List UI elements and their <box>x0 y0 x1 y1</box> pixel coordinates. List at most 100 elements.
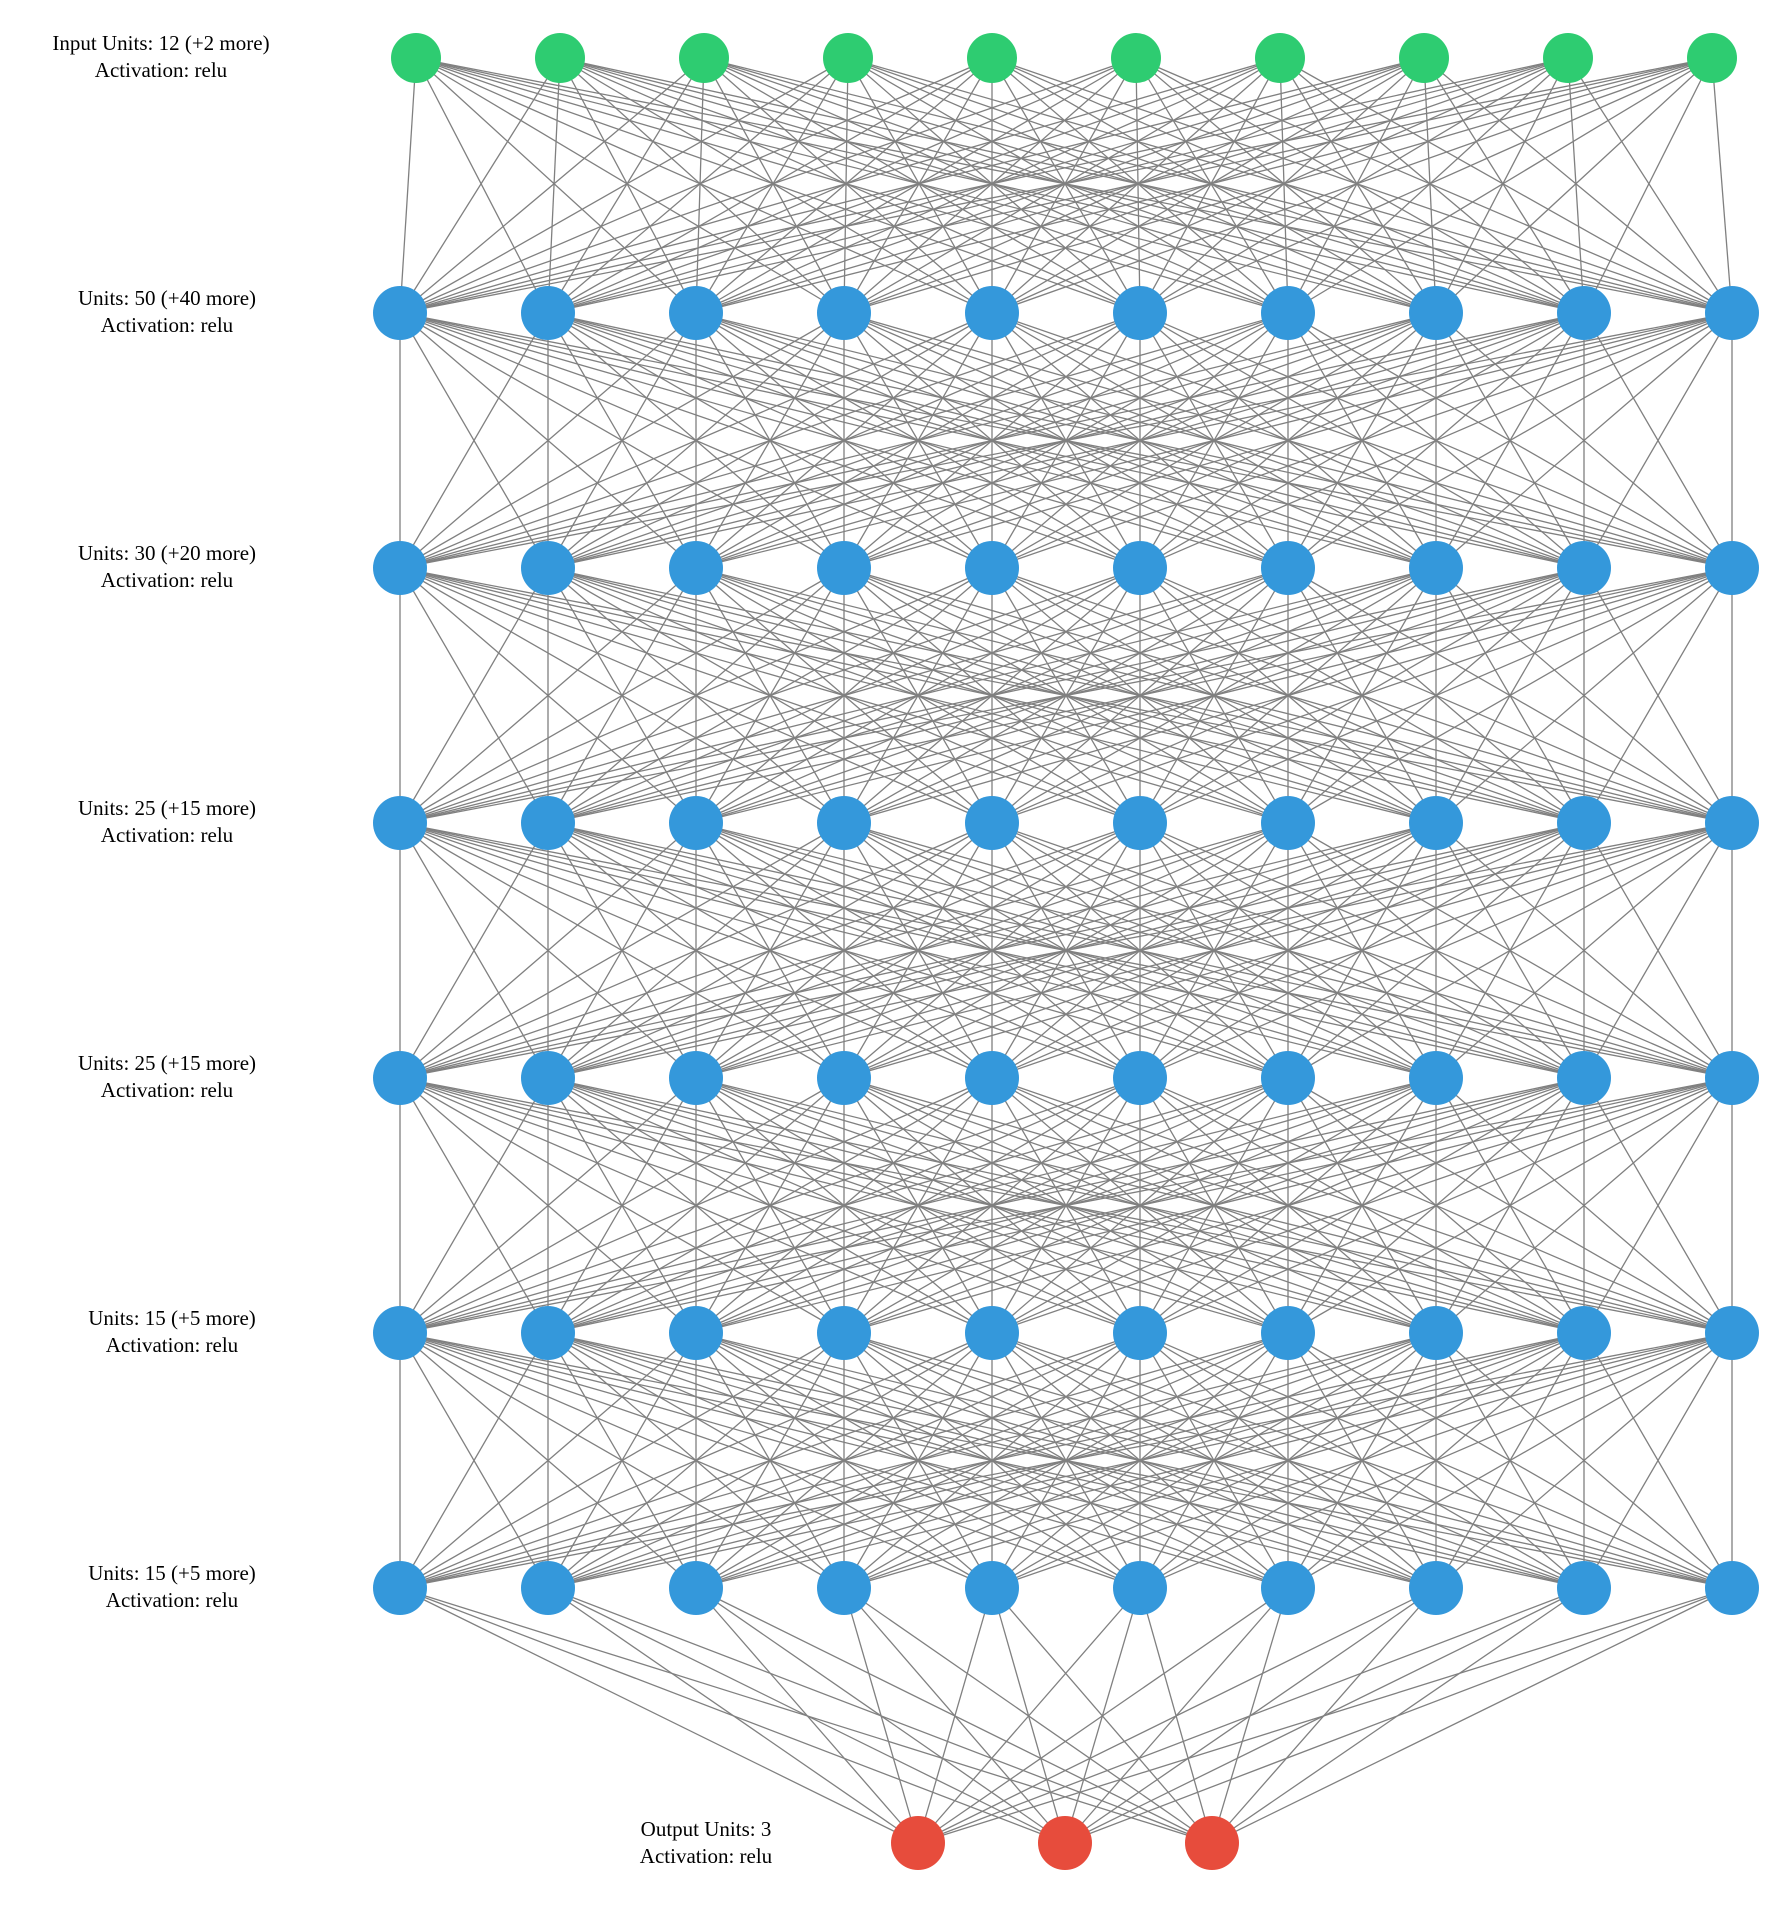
layer-activation-text: Activation: relu <box>639 1844 773 1868</box>
edge-l4-n8-to-n0 <box>399 1077 1585 1334</box>
hidden-node-layer3-9 <box>1705 796 1759 850</box>
hidden-node-layer2-7 <box>1409 541 1463 595</box>
hidden-node-layer2-0 <box>373 541 427 595</box>
edge-l3-n5-to-n0 <box>399 822 1141 1079</box>
edge-l2-n5-to-n0 <box>399 567 1141 824</box>
hidden-node-layer1-3 <box>817 286 871 340</box>
edge-l2-n9-to-n8 <box>1583 567 1733 824</box>
edge-l6-n7-to-n0 <box>917 1587 1437 1844</box>
edge-l0-n5-to-n4 <box>991 57 1137 314</box>
edge-l3-n8-to-n0 <box>399 822 1585 1079</box>
edge-l0-n0-to-n0 <box>399 57 417 314</box>
layer-activation-text: Activation: relu <box>100 568 234 592</box>
edge-l0-n9-to-n8 <box>1583 57 1713 314</box>
edge-l0-n5-to-n9 <box>1135 57 1733 314</box>
edge-l0-n5-to-n5 <box>1135 57 1141 314</box>
layer-units-text: Input Units: 12 (+2 more) <box>52 31 270 55</box>
edge-l0-n2-to-n1 <box>547 57 705 314</box>
hidden-node-layer6-2 <box>669 1561 723 1615</box>
edge-l5-n9-to-n1 <box>547 1332 1733 1589</box>
edge-l0-n9-to-n9 <box>1711 57 1733 314</box>
edge-l0-n6-to-n9 <box>1279 57 1733 314</box>
edge-l0-n0-to-n7 <box>415 57 1437 314</box>
edge-l2-n9-to-n1 <box>547 567 1733 824</box>
edge-l0-n5-to-n0 <box>399 57 1137 314</box>
edge-l2-n1-to-n0 <box>399 567 549 824</box>
edge-l3-n9-to-n1 <box>547 822 1733 1079</box>
edge-l0-n2-to-n7 <box>703 57 1437 314</box>
layer-label-input: Input Units: 12 (+2 more) Activation: re… <box>1 30 321 84</box>
hidden-node-layer5-5 <box>1113 1306 1167 1360</box>
edge-l2-n9-to-n7 <box>1435 567 1733 824</box>
edge-l0-n3-to-n7 <box>847 57 1437 314</box>
edge-l2-n6-to-n0 <box>399 567 1289 824</box>
edge-l4-n9-to-n2 <box>695 1077 1733 1334</box>
edge-l6-n2-to-n0 <box>695 1587 919 1844</box>
hidden-node-layer6-0 <box>373 1561 427 1615</box>
edge-l4-n6-to-n0 <box>399 1077 1289 1334</box>
edge-l5-n8-to-n0 <box>399 1332 1585 1589</box>
edge-l3-n7-to-n0 <box>399 822 1437 1079</box>
edge-l0-n6-to-n7 <box>1279 57 1437 314</box>
edge-l0-n1-to-n7 <box>559 57 1437 314</box>
layer-label-hidden-1: Units: 50 (+40 more) Activation: relu <box>7 285 327 339</box>
input-node-layer0-9 <box>1687 33 1737 83</box>
hidden-node-layer4-9 <box>1705 1051 1759 1105</box>
edge-l0-n5-to-n3 <box>843 57 1137 314</box>
neuron-nodes <box>373 33 1759 1870</box>
hidden-node-layer1-7 <box>1409 286 1463 340</box>
edge-l0-n1-to-n8 <box>559 57 1585 314</box>
layer-activation-text: Activation: relu <box>105 1333 239 1357</box>
edge-l0-n0-to-n5 <box>415 57 1141 314</box>
hidden-node-layer3-1 <box>521 796 575 850</box>
edge-l2-n9-to-n0 <box>399 567 1733 824</box>
edge-l0-n1-to-n4 <box>559 57 993 314</box>
edge-l0-n8-to-n0 <box>399 57 1569 314</box>
edge-l5-n9-to-n2 <box>695 1332 1733 1589</box>
edge-l0-n6-to-n5 <box>1139 57 1281 314</box>
edge-l1-n3-to-n0 <box>399 312 845 569</box>
edge-l3-n2-to-n0 <box>399 822 697 1079</box>
edge-l0-n4-to-n3 <box>843 57 993 314</box>
edge-l1-n4-to-n0 <box>399 312 993 569</box>
edge-l3-n9-to-n3 <box>843 822 1733 1079</box>
edge-l4-n9-to-n5 <box>1139 1077 1733 1334</box>
output-node-layer7-0 <box>891 1816 945 1870</box>
edge-l0-n1-to-n5 <box>559 57 1141 314</box>
edge-l0-n2-to-n2 <box>695 57 705 314</box>
hidden-node-layer2-5 <box>1113 541 1167 595</box>
edge-l1-n9-to-n6 <box>1287 312 1733 569</box>
edge-l0-n7-to-n9 <box>1423 57 1733 314</box>
edge-l4-n9-to-n0 <box>399 1077 1733 1334</box>
edge-l3-n9-to-n5 <box>1139 822 1733 1079</box>
edge-l1-n9-to-n1 <box>547 312 1733 569</box>
hidden-node-layer1-4 <box>965 286 1019 340</box>
edge-l0-n3-to-n1 <box>547 57 849 314</box>
edge-l6-n5-to-n0 <box>917 1587 1141 1844</box>
hidden-node-layer6-4 <box>965 1561 1019 1615</box>
edge-l0-n0-to-n2 <box>415 57 697 314</box>
output-node-layer7-1 <box>1038 1816 1092 1870</box>
edge-l2-n9-to-n2 <box>695 567 1733 824</box>
output-node-layer7-2 <box>1185 1816 1239 1870</box>
edge-l4-n2-to-n0 <box>399 1077 697 1334</box>
edge-l0-n0-to-n1 <box>415 57 549 314</box>
hidden-node-layer6-9 <box>1705 1561 1759 1615</box>
edge-l5-n5-to-n0 <box>399 1332 1141 1589</box>
edge-l3-n9-to-n7 <box>1435 822 1733 1079</box>
edge-l0-n0-to-n4 <box>415 57 993 314</box>
input-node-layer0-3 <box>823 33 873 83</box>
edge-l0-n5-to-n8 <box>1135 57 1585 314</box>
edge-l0-n1-to-n0 <box>399 57 561 314</box>
hidden-node-layer3-8 <box>1557 796 1611 850</box>
edge-l2-n9-to-n4 <box>991 567 1733 824</box>
edge-l2-n8-to-n0 <box>399 567 1585 824</box>
edge-l0-n3-to-n4 <box>847 57 993 314</box>
edge-l0-n2-to-n0 <box>399 57 705 314</box>
edge-l4-n9-to-n1 <box>547 1077 1733 1334</box>
input-node-layer0-7 <box>1399 33 1449 83</box>
hidden-node-layer4-0 <box>373 1051 427 1105</box>
edge-l3-n9-to-n2 <box>695 822 1733 1079</box>
edge-l0-n5-to-n6 <box>1135 57 1289 314</box>
